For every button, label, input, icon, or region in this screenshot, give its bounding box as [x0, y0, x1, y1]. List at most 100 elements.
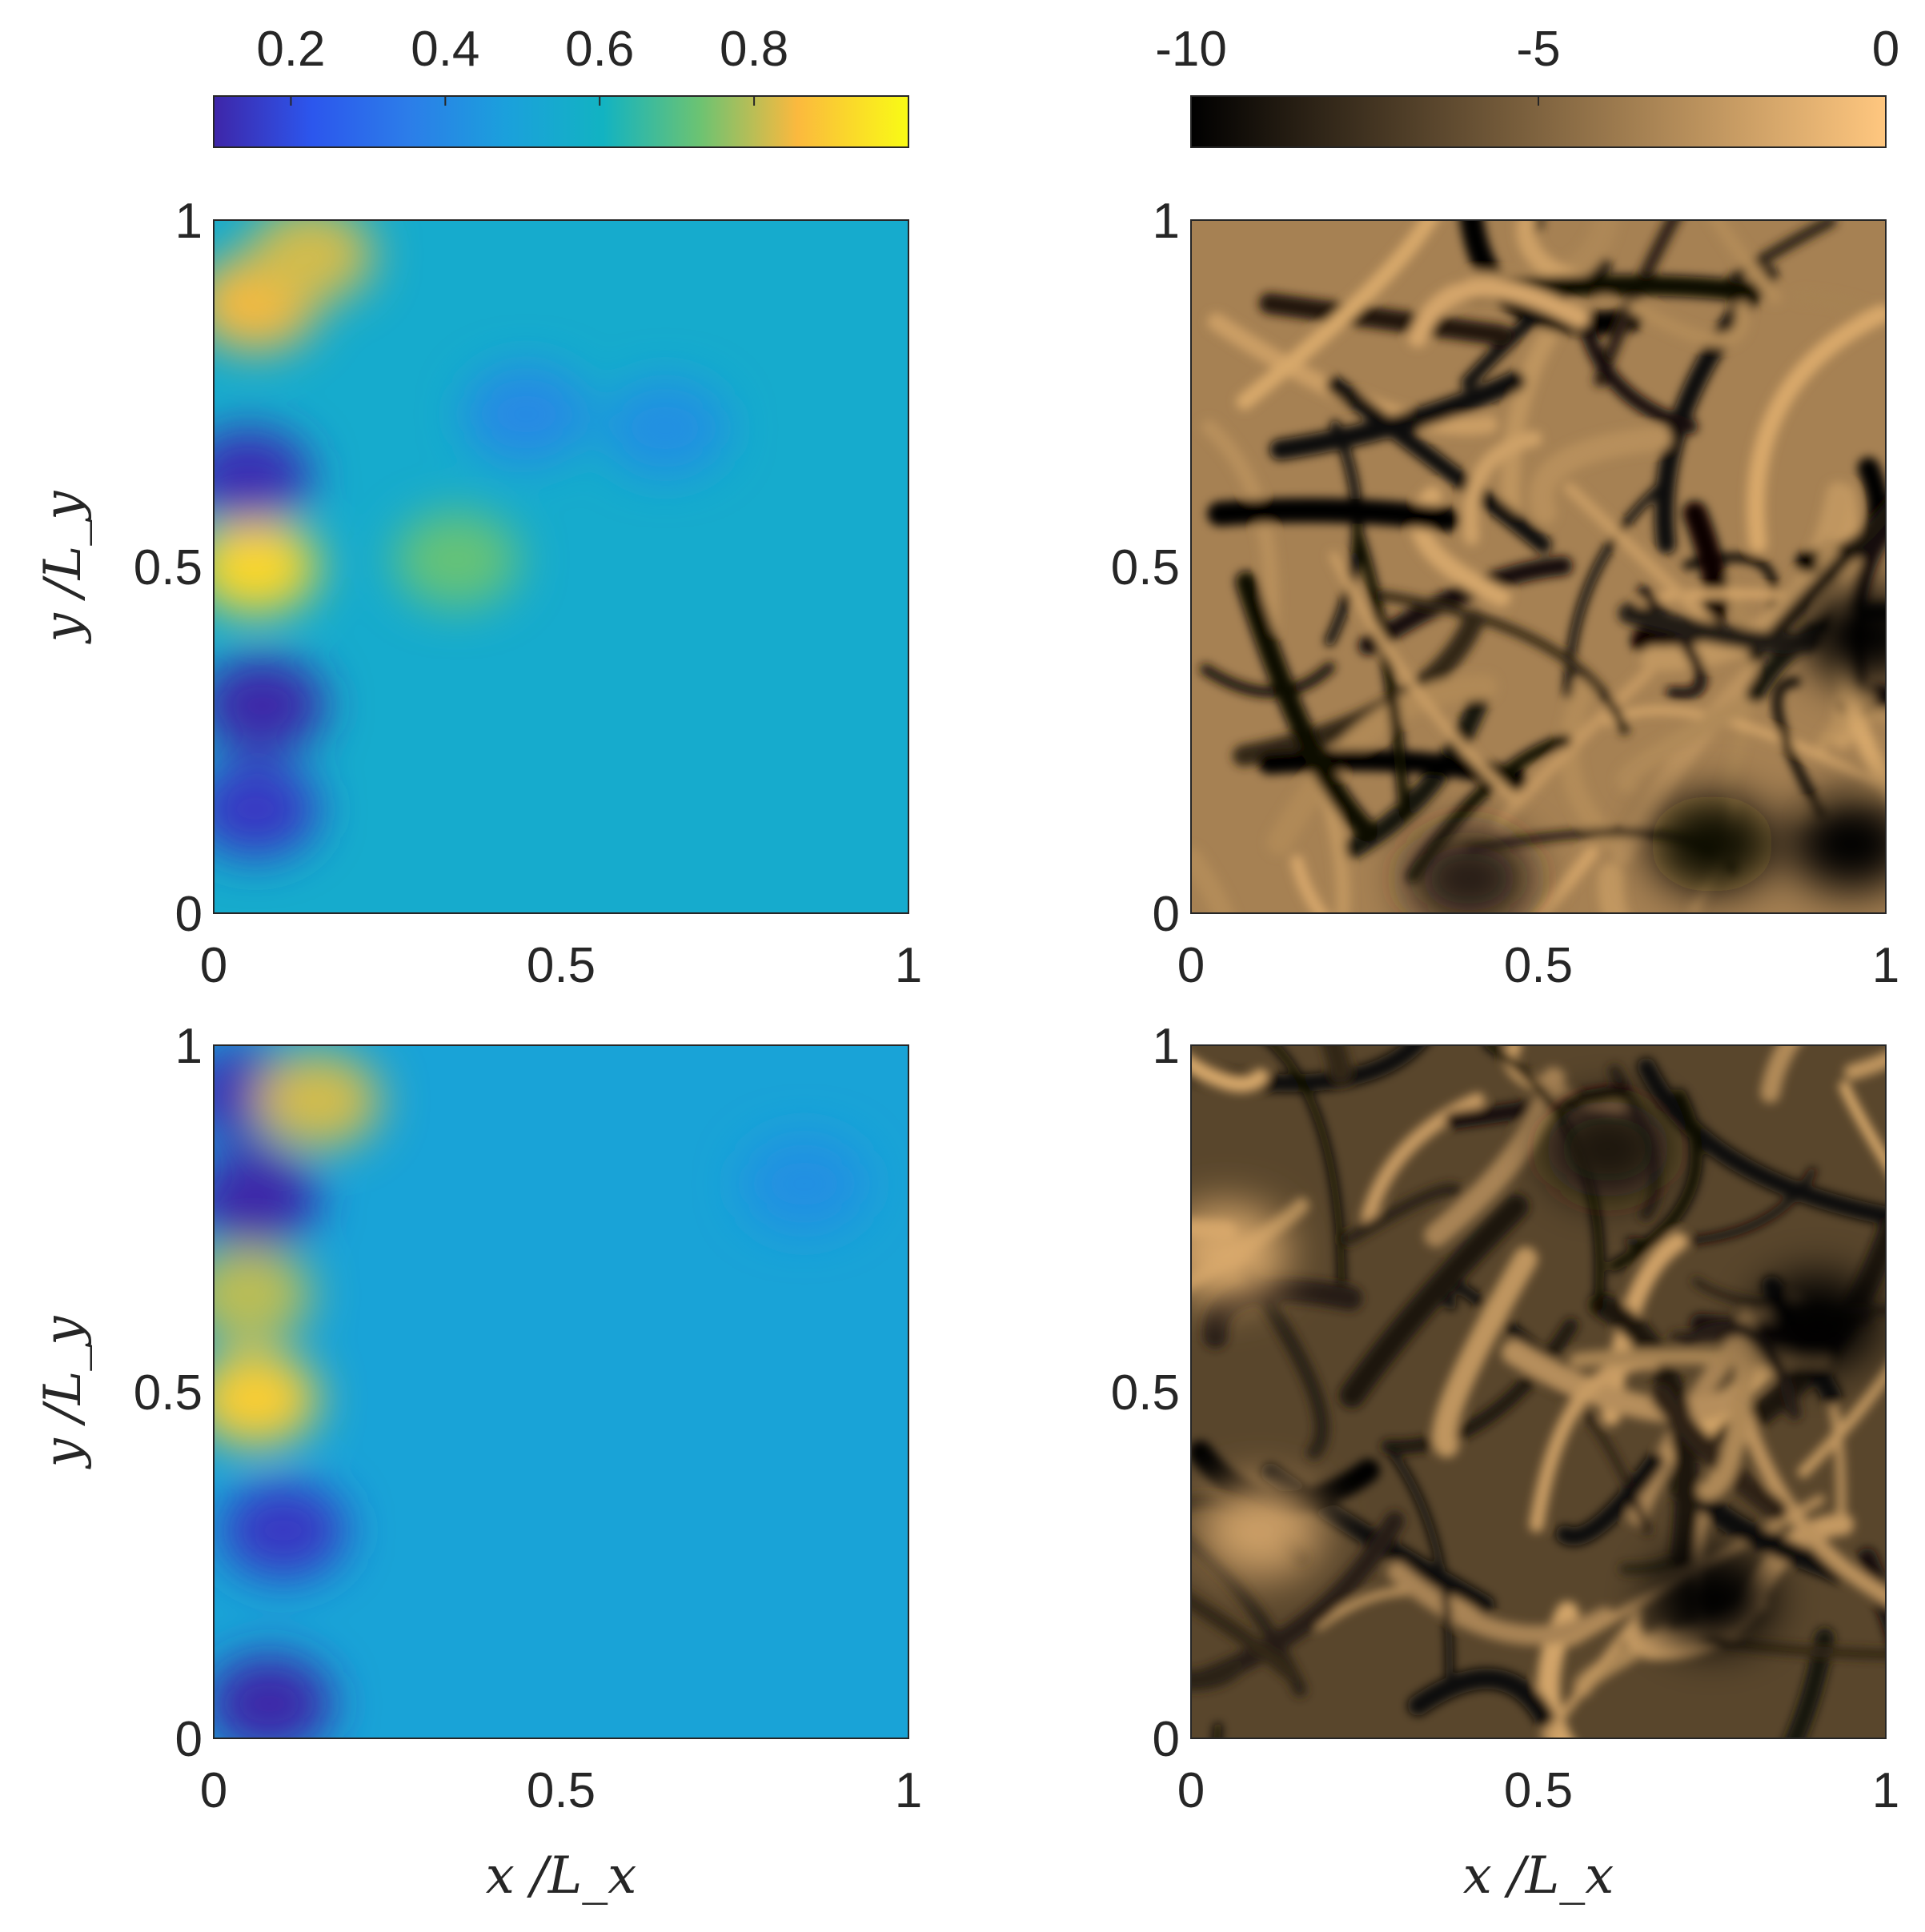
texture-streak [1268, 1045, 1346, 1301]
heatmap-feature [603, 379, 728, 477]
y-tick-label: 1 [175, 194, 203, 249]
x-tick-label: 0.5 [1504, 938, 1573, 993]
texture-streak [1540, 1610, 1643, 1738]
texture-streak [1784, 1628, 1835, 1738]
texture-streak [1236, 220, 1439, 411]
heatmap-feature [214, 1350, 319, 1448]
texture-streak [1381, 1318, 1578, 1454]
texture-streak [1628, 300, 1750, 347]
xlabel-bottom-left: x /L_x [486, 1846, 637, 1906]
texture-streak [1339, 1193, 1530, 1409]
heatmap-feature [214, 760, 319, 858]
texture-streak [1616, 691, 1759, 794]
colorbar-tick-label: 0.4 [411, 22, 479, 77]
heatmap-feature [1649, 1551, 1775, 1649]
texture-streak [1608, 1088, 1702, 1273]
heatmap-feature [1191, 1204, 1289, 1302]
heatmap-features [214, 220, 728, 858]
texture-streak [1329, 551, 1517, 802]
axes-frame [213, 219, 909, 914]
heatmap-feature [741, 1135, 867, 1233]
texture-streak [1493, 667, 1654, 831]
heatmap-feature [220, 1481, 346, 1579]
x-tick-label: 0.5 [527, 938, 596, 993]
heatmap-feature [1788, 795, 1886, 893]
texture-streak [1235, 571, 1378, 842]
texture-streak [1747, 501, 1886, 663]
y-tick-label: 1 [175, 1019, 203, 1074]
y-tick-label: 1 [1153, 1019, 1180, 1074]
texture-streak [1321, 1045, 1353, 1084]
heatmap-feature [248, 220, 374, 303]
texture-streak [1432, 1246, 1538, 1457]
heatmap-field [214, 1045, 908, 1738]
heatmap-feature [463, 365, 589, 463]
heatmap-feature [214, 518, 319, 615]
heatmap-feature [214, 427, 311, 526]
heatmap-feature [214, 1148, 319, 1247]
heatmap-feature [1754, 1273, 1879, 1372]
texture-streak [1343, 1183, 1464, 1245]
xlabel-bottom-right: x /L_x [1463, 1846, 1614, 1906]
panel-top-right-heatmap: 0 0.5 1 0 0.5 1 [1111, 194, 1899, 993]
texture-streak [1361, 1092, 1486, 1225]
texture-streak [1839, 1080, 1886, 1172]
colorbar-parula: 0.2 0.4 0.6 0.8 [213, 22, 909, 148]
texture-streak [1191, 1592, 1300, 1682]
colorbar-parula-ticks: 0.2 0.4 0.6 0.8 [256, 22, 788, 106]
x-tick-label: 0 [200, 1763, 227, 1818]
colorbar-tick-label: 0.2 [256, 22, 325, 77]
texture-streak [1408, 279, 1590, 347]
texture-streak [1290, 855, 1329, 913]
heatmap-feature [255, 1052, 381, 1149]
texture-streak [1529, 426, 1671, 525]
heatmap-background [214, 220, 908, 913]
heatmap-field [1191, 1045, 1886, 1738]
x-tick-label: 0 [200, 938, 227, 993]
ylabel-bottom-left: y /L_y [34, 1316, 93, 1470]
heatmap-feature [1545, 1100, 1670, 1198]
texture-streak [1269, 371, 1526, 460]
x-tick-label: 1 [1872, 1763, 1899, 1818]
heatmap-feature [1197, 1481, 1323, 1579]
texture-streak [1389, 1449, 1454, 1678]
heatmap-feature [1649, 795, 1775, 893]
heatmap-texture [1191, 1045, 1886, 1738]
y-tick-label: 0 [1153, 1712, 1180, 1767]
texture-streak [1213, 1722, 1222, 1738]
texture-streak [1601, 1232, 1688, 1426]
texture-streak [1795, 291, 1886, 324]
y-tick-label: 0.5 [1111, 1365, 1180, 1421]
x-tick-label: 1 [895, 938, 922, 993]
texture-streak [1191, 848, 1234, 913]
x-tick-label: 0.5 [527, 1763, 596, 1818]
axes-frame [213, 1044, 909, 1739]
panel-bottom-right-heatmap: 0 0.5 1 0 0.5 1 [1111, 1019, 1899, 1818]
colorbar-tick-label: 0.6 [565, 22, 634, 77]
texture-streak [1696, 1484, 1850, 1583]
y-tick-label: 0.5 [134, 540, 203, 595]
axes-frame [1190, 1044, 1887, 1739]
texture-streak [1797, 1365, 1886, 1478]
texture-streak [1760, 1045, 1800, 1104]
y-tick-label: 0 [175, 1712, 203, 1767]
x-tick-label: 1 [895, 1763, 922, 1818]
texture-streak [1501, 325, 1558, 521]
texture-streak [1650, 1384, 1788, 1521]
texture-streak [1844, 1051, 1886, 1080]
texture-streak [1559, 680, 1620, 851]
x-tick-label: 1 [1872, 938, 1899, 993]
texture-streak [1502, 1340, 1740, 1423]
ylabel-top-left: y /L_y [34, 491, 93, 645]
y-tick-label: 0 [1153, 887, 1180, 942]
texture-streak [1191, 1657, 1244, 1691]
texture-streak [1191, 1055, 1269, 1092]
texture-streak [1593, 220, 1681, 387]
heatmap-feature [1802, 587, 1886, 685]
texture-streak [1461, 258, 1612, 390]
texture-streak [1199, 661, 1336, 698]
axes-frame [1190, 219, 1887, 914]
heatmap-features [1191, 1100, 1879, 1649]
y-tick-label: 0.5 [1111, 540, 1180, 595]
colorbar-tick-label: -5 [1516, 22, 1560, 77]
